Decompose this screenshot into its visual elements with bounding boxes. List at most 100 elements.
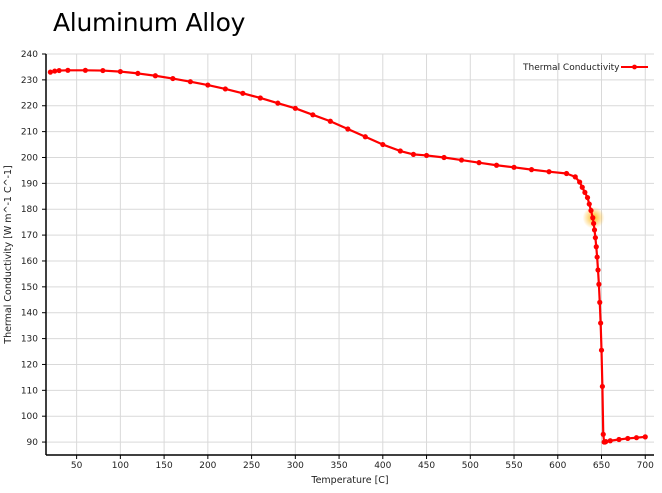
- x-tick-label: 550: [505, 461, 522, 471]
- legend-label: Thermal Conductivity: [522, 63, 620, 73]
- data-point: [599, 383, 605, 390]
- legend[interactable]: Thermal Conductivity: [522, 63, 648, 73]
- y-tick-label: 180: [21, 205, 38, 215]
- data-point: [327, 118, 333, 124]
- x-tick-label: 200: [199, 461, 216, 471]
- data-point: [596, 281, 602, 287]
- data-point: [591, 227, 598, 233]
- data-point: [135, 70, 141, 77]
- data-point: [511, 164, 517, 170]
- data-point: [588, 207, 594, 214]
- data-point: [100, 67, 106, 74]
- data-point: [598, 320, 604, 326]
- data-point: [52, 68, 58, 74]
- x-tick-label: 650: [593, 461, 610, 471]
- data-point: [380, 141, 386, 148]
- data-point: [592, 235, 598, 241]
- data-point: [528, 167, 535, 173]
- data-point: [410, 151, 417, 157]
- y-tick-label: 90: [27, 438, 39, 448]
- x-tick-label: 150: [156, 461, 173, 471]
- x-tick-labels: 50 100 150 200 250 300 350 400 450 500 550 600 650 70…: [71, 461, 654, 471]
- y-tick-label: 110: [21, 386, 38, 396]
- data-point: [595, 267, 601, 273]
- data-point: [205, 82, 211, 88]
- legend-swatch: [621, 64, 648, 70]
- data-point: [362, 134, 368, 140]
- x-tick-label: 350: [330, 461, 347, 471]
- y-tick-label: 170: [21, 231, 38, 241]
- x-tick-label: 50: [71, 461, 83, 471]
- x-tick-label: 250: [243, 461, 260, 471]
- data-point: [546, 169, 552, 175]
- data-point: [607, 438, 613, 444]
- grid: [46, 53, 654, 455]
- data-point: [582, 189, 588, 196]
- plot-area: [46, 54, 654, 455]
- x-axis-label: Temperature [C]: [310, 475, 388, 486]
- data-point: [594, 254, 600, 260]
- y-axis-label: Thermal Conductivity [W m^-1 C^-1]: [3, 165, 14, 344]
- y-tick-label: 230: [21, 76, 38, 86]
- data-point: [441, 154, 447, 161]
- x-tick-label: 500: [462, 461, 479, 471]
- data-point: [590, 215, 596, 221]
- x-tick-label: 700: [637, 461, 654, 471]
- data-point: [170, 75, 176, 82]
- data-point: [476, 160, 482, 166]
- x-tick-label: 400: [374, 461, 391, 471]
- y-tick-label: 220: [21, 102, 38, 112]
- data-point: [597, 299, 603, 305]
- y-tick-label: 120: [21, 360, 38, 370]
- data-point: [598, 347, 605, 353]
- data-point: [616, 436, 622, 443]
- series-thermal-conductivity: [47, 67, 648, 445]
- data-point: [584, 194, 591, 201]
- data-point: [591, 220, 597, 227]
- data-point: [625, 435, 631, 442]
- y-tick-label: 140: [21, 309, 38, 319]
- y-tick-label: 130: [21, 335, 38, 345]
- y-tick-label: 100: [21, 412, 38, 422]
- y-tick-labels: 90 100 110 120 130 140 150 160 170 180 190 200 210 22…: [21, 50, 38, 448]
- data-point: [572, 174, 578, 180]
- data-point: [56, 67, 62, 74]
- data-point: [345, 126, 351, 132]
- data-point: [117, 68, 123, 75]
- data-point: [257, 95, 263, 101]
- y-tick-label: 210: [21, 128, 38, 138]
- data-point: [642, 434, 648, 440]
- data-point: [152, 73, 158, 79]
- data-point: [586, 201, 592, 207]
- data-point: [240, 90, 246, 96]
- x-tick-label: 450: [418, 461, 435, 471]
- data-point: [563, 170, 570, 177]
- y-tick-label: 240: [21, 50, 38, 60]
- x-tick-label: 100: [112, 461, 129, 471]
- data-point: [275, 100, 281, 106]
- data-point: [579, 184, 585, 190]
- y-tick-label: 160: [21, 257, 38, 267]
- data-point: [603, 438, 609, 445]
- data-point: [292, 105, 298, 111]
- x-tick-label: 300: [287, 461, 304, 471]
- data-point: [187, 79, 193, 85]
- data-point: [310, 112, 316, 118]
- data-point: [65, 67, 71, 73]
- data-point: [593, 244, 599, 250]
- data-point: [82, 67, 88, 73]
- legend-marker: [632, 64, 637, 70]
- data-point: [458, 157, 465, 163]
- x-tick-label: 600: [549, 461, 566, 471]
- data-point: [423, 152, 430, 159]
- data-point: [397, 148, 403, 154]
- y-tick-label: 150: [21, 283, 38, 293]
- data-point: [47, 69, 53, 75]
- data-point: [493, 162, 500, 168]
- page-title: Aluminum Alloy: [53, 8, 246, 37]
- y-tick-label: 200: [21, 153, 38, 163]
- data-point: [600, 431, 606, 437]
- y-tick-label: 190: [21, 179, 38, 189]
- data-point: [577, 179, 583, 185]
